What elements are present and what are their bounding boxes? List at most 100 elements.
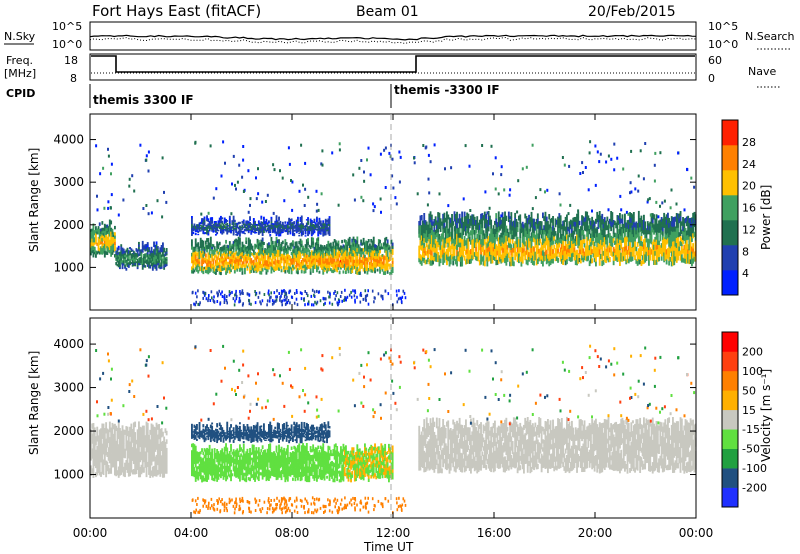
power-cell [235,257,238,261]
power-cell [326,228,328,231]
power-cell [295,229,298,231]
power-cell [275,225,278,228]
power-cell [263,219,265,222]
power-cell [611,222,614,228]
power-cell [418,225,421,230]
power-cell [600,234,602,240]
power-cell [283,266,286,270]
power-cell [271,223,274,225]
power-cell [216,262,219,266]
power-cell [590,246,592,251]
power-cell [505,245,508,251]
power-cell [593,225,596,230]
power-cell [294,244,297,249]
power-cell [591,249,594,255]
power-cell [660,251,663,257]
power-cell [639,254,642,260]
power-cell [91,233,94,237]
power-cell [251,227,254,229]
power-cell [260,228,263,231]
power-cell [664,249,667,256]
power-cell [226,220,229,222]
power-cell [423,242,426,249]
power-cell [309,226,312,228]
power-cell [449,222,452,228]
power-cell [305,245,308,249]
power-cell [284,256,287,260]
power-cell [213,221,216,223]
power-cell [427,236,429,242]
power-cell [257,264,260,268]
power-cell [646,225,649,231]
power-cell [679,240,682,246]
power-cell [283,268,286,273]
power-cell [146,259,149,262]
power-cell [274,258,277,263]
power-cell [271,261,274,265]
power-cell [329,253,332,258]
power-cell [644,258,647,263]
power-cell [635,221,638,226]
power-cell [232,219,235,222]
power-cell [158,254,161,257]
power-speckle [220,174,223,178]
power-cell [553,236,556,241]
power-cell [321,263,323,267]
power-cell [276,239,279,244]
power-cell [124,266,126,269]
power-cell [295,224,298,227]
power-cell [533,218,535,224]
power-cell [286,230,289,233]
power-cell [569,224,572,230]
power-cell [631,229,634,235]
power-cell [239,221,241,224]
power-cell [318,217,321,220]
power-cell [317,223,320,225]
power-cell [624,246,626,252]
power-cell [668,227,671,233]
power-cell [100,228,102,232]
power-cell [543,229,546,235]
power-cell [329,245,332,249]
power-cell [643,214,645,220]
power-cell [651,217,654,223]
power-cell [193,228,196,230]
power-cell [560,238,563,245]
power-cell [360,251,363,255]
power-cell [429,249,432,255]
power-cell [207,218,210,221]
power-cell [619,228,621,235]
power-cell [370,239,373,243]
power-cell [679,250,682,256]
power-cell [162,258,164,262]
power-cell [530,252,533,258]
power-cell [257,231,260,234]
power-cell [97,245,100,248]
power-cell [555,247,558,253]
power-cell [494,220,496,226]
power-cell [487,221,490,227]
power-cell [259,264,262,268]
power-cell [485,232,488,238]
power-cell [629,226,631,233]
power-cell [630,251,633,257]
power-cell [683,258,686,263]
power-cell [619,234,621,240]
power-speckle [598,160,601,164]
power-cell [462,248,465,253]
power-cell [447,233,450,239]
power-cell [235,244,238,249]
power-cell [321,227,323,229]
power-cell [557,234,559,240]
power-cell [194,233,197,236]
power-cell [317,240,320,244]
power-cell [664,233,667,239]
power-cell [653,229,655,235]
power-cell [516,221,519,228]
power-cell [611,251,614,257]
power-cell [654,227,657,233]
power-cell [520,223,523,229]
power-cell [249,256,251,261]
power-cell [297,218,299,221]
power-cell [228,230,231,233]
